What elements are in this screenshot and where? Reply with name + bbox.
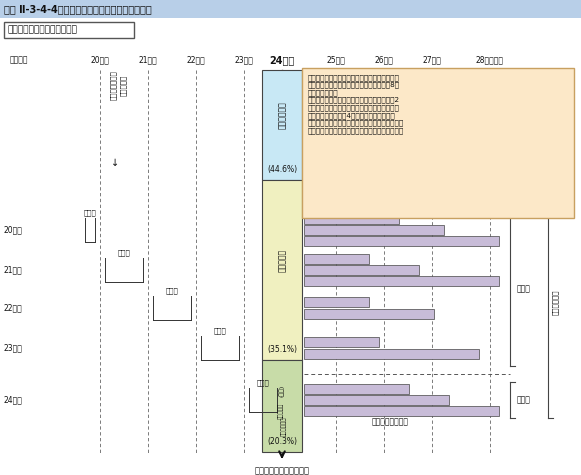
Text: 契　約: 契 約 <box>214 327 227 334</box>
Bar <box>304 384 409 394</box>
Text: 契約年度: 契約年度 <box>10 56 28 65</box>
Text: 人件・糧食費: 人件・糧食費 <box>278 101 286 129</box>
Bar <box>262 360 302 452</box>
Bar <box>304 395 449 405</box>
Text: 当年度に歳出化: 当年度に歳出化 <box>110 70 117 100</box>
Text: 23年度: 23年度 <box>235 56 253 65</box>
Text: 契　約: 契 約 <box>166 287 178 294</box>
Text: 契　約: 契 約 <box>257 380 270 386</box>
Text: 24年度: 24年度 <box>4 396 23 405</box>
Text: 既定分: 既定分 <box>517 285 531 294</box>
Text: 歳出額と後年度負担額の関係: 歳出額と後年度負担額の関係 <box>8 26 78 35</box>
Text: 平成２４年度防衛関係費: 平成２４年度防衛関係費 <box>254 466 310 475</box>
Text: 一般物件費）: 一般物件費） <box>281 416 287 436</box>
Text: 歳出化経費: 歳出化経費 <box>278 248 286 272</box>
Bar <box>304 309 434 319</box>
Bar <box>304 349 479 359</box>
Bar <box>304 225 444 235</box>
Text: 新規分: 新規分 <box>517 396 531 405</box>
Text: (35.1%): (35.1%) <box>267 345 297 354</box>
Text: 21年度: 21年度 <box>139 56 157 65</box>
Text: される前金: される前金 <box>120 75 127 95</box>
Text: 22年度: 22年度 <box>187 56 205 65</box>
Text: 24年度: 24年度 <box>270 55 295 65</box>
Bar <box>0 0 581 18</box>
Text: (前金): (前金) <box>279 385 285 397</box>
Text: 21年度: 21年度 <box>4 266 23 275</box>
Text: 歳出予算で見た防衛関係費は、人件・糧食費
と歳出化経費という義務的な経費が全体の8割
を占めている。
　また、活動経費である一般物件費は全体の2
割程度であるが: 歳出予算で見た防衛関係費は、人件・糧食費 と歳出化経費という義務的な経費が全体の… <box>308 74 404 134</box>
Text: （活動経費: （活動経費 <box>278 403 284 419</box>
Text: (44.6%): (44.6%) <box>267 165 297 174</box>
Bar <box>4 22 134 38</box>
Bar <box>304 254 369 264</box>
Text: 契　約: 契 約 <box>84 209 96 216</box>
Text: ↓: ↓ <box>111 158 119 168</box>
Bar <box>262 180 302 360</box>
Text: 20年度: 20年度 <box>91 56 109 65</box>
Text: 契　約: 契 約 <box>117 249 130 256</box>
Text: 22年度: 22年度 <box>4 304 23 313</box>
Text: 23年度: 23年度 <box>4 343 23 352</box>
Bar <box>302 68 574 218</box>
Text: 27年度: 27年度 <box>422 56 442 65</box>
Bar <box>304 214 399 224</box>
Bar <box>304 236 499 246</box>
Bar <box>304 337 379 347</box>
Text: 20年度: 20年度 <box>4 226 23 235</box>
Text: 26年度: 26年度 <box>375 56 393 65</box>
Bar <box>304 276 499 286</box>
Bar <box>262 70 302 180</box>
Bar <box>304 265 419 275</box>
Text: 図表 Ⅱ-3-4-4　歳出額と新規後年度負担額の関係: 図表 Ⅱ-3-4-4 歳出額と新規後年度負担額の関係 <box>4 4 152 14</box>
Bar <box>304 297 369 307</box>
Text: 28年度以降: 28年度以降 <box>476 56 504 65</box>
Bar <box>304 406 499 416</box>
Text: (20.3%): (20.3%) <box>267 437 297 446</box>
Text: 物件費契約ベース: 物件費契約ベース <box>371 418 408 427</box>
Text: 25年度: 25年度 <box>327 56 346 65</box>
Text: 後年度負担額: 後年度負担額 <box>552 289 558 315</box>
